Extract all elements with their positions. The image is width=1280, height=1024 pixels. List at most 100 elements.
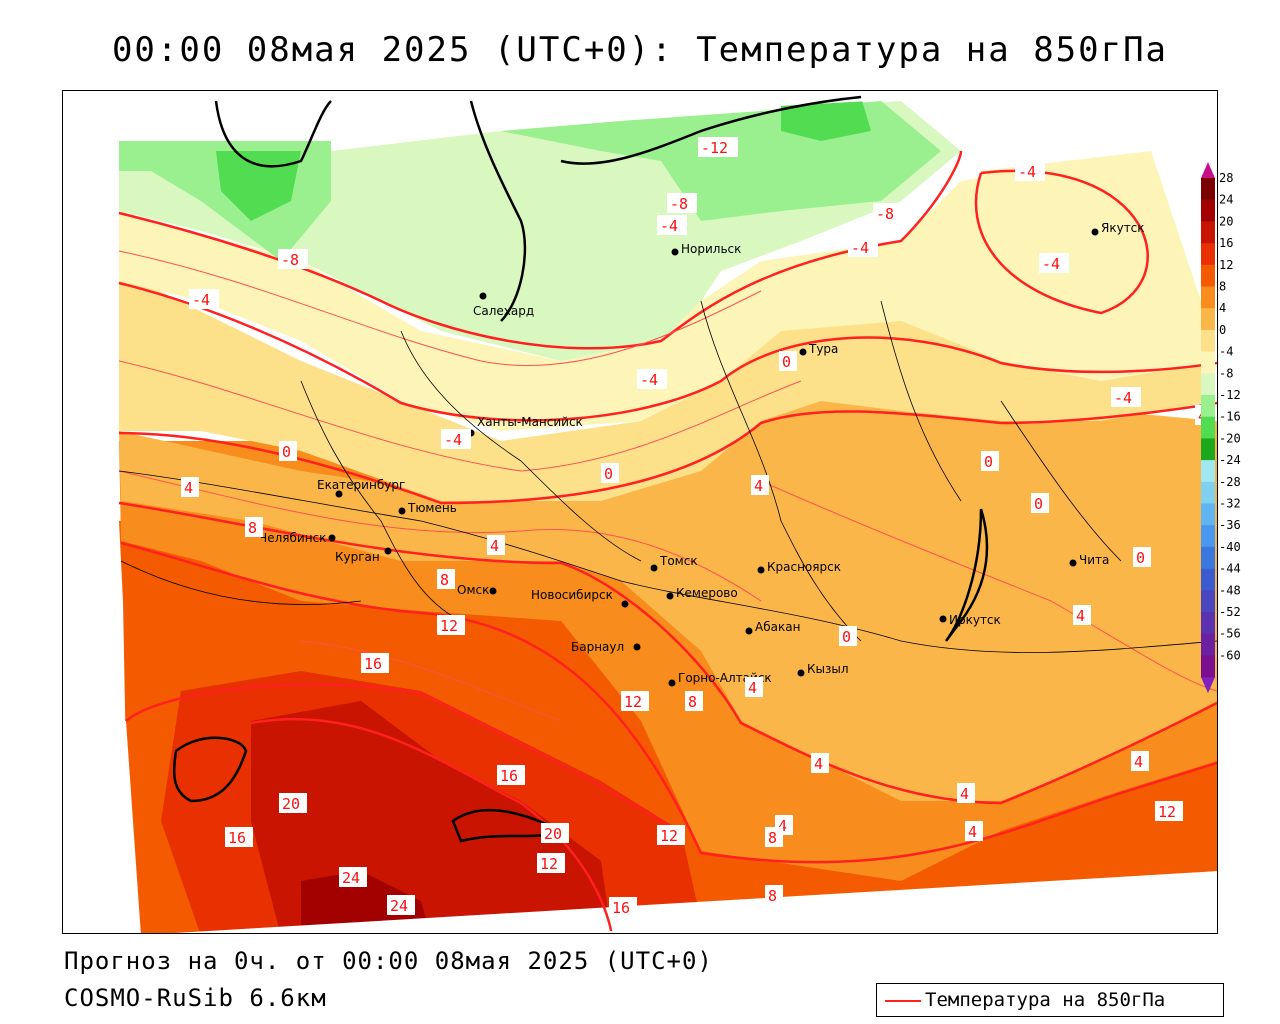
svg-text:12: 12 (540, 855, 558, 873)
isotherm-12 (125, 683, 682, 835)
svg-text:-4: -4 (1114, 389, 1132, 407)
svg-text:-8: -8 (670, 195, 688, 213)
scale-tick-label: 16 (1219, 236, 1233, 250)
band-minus16-west (216, 151, 301, 221)
iso-label: 0 (601, 463, 619, 483)
scale-swatch (1201, 373, 1215, 396)
svg-text:-4: -4 (660, 217, 678, 235)
svg-text:0: 0 (1136, 549, 1145, 567)
iso-label: -4 (189, 289, 219, 309)
svg-text:4: 4 (754, 477, 763, 495)
svg-text:0: 0 (842, 628, 851, 646)
iso-label: -4 (1015, 161, 1045, 181)
isotherm-labels: -12 -8 -8 -8 -4 -4 -4 -4 -4 -4 -4 -4 0 0… (181, 137, 1213, 917)
iso-label: 24 (387, 895, 415, 915)
iso-label: 8 (765, 885, 783, 905)
svg-text:Тура: Тура (808, 342, 838, 356)
svg-text:Тюмень: Тюмень (407, 501, 457, 515)
scale-swatch (1201, 481, 1215, 504)
scale-tick-label: -24 (1219, 453, 1241, 467)
city-kurgan: Курган (335, 547, 392, 564)
svg-text:Челябинск: Челябинск (259, 531, 326, 545)
city-tura: Тура (799, 342, 838, 356)
city-kemerovo: Кемерово (666, 586, 738, 600)
iso-label: 8 (765, 827, 783, 847)
coastline-taimyr (560, 95, 862, 165)
scale-swatch (1201, 612, 1215, 635)
scale-swatch (1201, 590, 1215, 613)
svg-text:-8: -8 (281, 251, 299, 269)
svg-text:-4: -4 (1042, 255, 1060, 273)
city-yekaterinburg: Екатеринбург (317, 478, 405, 498)
scale-tick-label: -32 (1219, 497, 1241, 511)
iso-label: 16 (361, 653, 389, 673)
isotherm-yakutsk (974, 169, 1149, 315)
scale-swatch (1201, 503, 1215, 526)
scale-swatch (1201, 308, 1215, 331)
band-minus4 (119, 151, 1217, 431)
svg-text:4: 4 (184, 479, 193, 497)
scale-swatch (1201, 178, 1215, 201)
forecast-caption: Прогноз на 0ч. от 00:00 08мая 2025 (UTC+… (64, 947, 713, 975)
temperature-map[interactable]: Якутск Норильск Салехард Тура Ханты-Манс… (62, 90, 1218, 934)
scale-swatch (1201, 264, 1215, 287)
iso-label: -4 (1111, 387, 1141, 407)
aral-sea (172, 736, 248, 803)
iso-label: -8 (278, 249, 308, 269)
svg-text:Курган: Курган (335, 550, 380, 564)
svg-text:Салехард: Салехард (473, 304, 534, 318)
scale-swatch (1201, 243, 1215, 266)
band-minus16 (781, 97, 871, 141)
color-scale-bar: 28 24 20 16 12 8 4 0 -4 -8 -12 -16 -20 -24 -28 -32 -36 -4… (1201, 162, 1241, 694)
svg-text:16: 16 (228, 829, 246, 847)
iso-label: 0 (279, 441, 297, 461)
svg-text:4: 4 (748, 679, 757, 697)
svg-text:-4: -4 (444, 431, 462, 449)
city-tyumen: Тюмень (398, 501, 457, 515)
outside-domain-ne (1151, 91, 1217, 417)
svg-text:8: 8 (688, 693, 697, 711)
iso-label: -12 (698, 137, 738, 157)
svg-text:12: 12 (660, 827, 678, 845)
scale-arrow-bottom (1201, 677, 1215, 694)
iso-label: 0 (839, 626, 857, 646)
scale-tick-label: 28 (1219, 171, 1233, 185)
scale-tick-label: -8 (1219, 366, 1233, 380)
svg-text:16: 16 (612, 899, 630, 917)
svg-text:12: 12 (440, 617, 458, 635)
iso-label: 8 (685, 691, 703, 711)
svg-text:Ханты-Мансийск: Ханты-Мансийск (477, 415, 583, 429)
coastline-yamal (469, 100, 527, 322)
iso-label: 4 (811, 753, 829, 773)
svg-text:8: 8 (768, 887, 777, 905)
svg-text:Иркутск: Иркутск (949, 613, 1001, 627)
svg-text:Норильск: Норильск (681, 242, 741, 256)
iso-label: -4 (637, 369, 667, 389)
svg-text:4: 4 (1076, 607, 1085, 625)
iso-label: 4 (1073, 605, 1091, 625)
scale-swatch (1201, 438, 1215, 461)
city-chelyabinsk: Челябинск (259, 531, 336, 545)
iso-label: -4 (657, 215, 687, 235)
scale-swatch (1201, 221, 1215, 244)
svg-text:20: 20 (544, 825, 562, 843)
scale-swatch (1201, 525, 1215, 548)
map-canvas: Якутск Норильск Салехард Тура Ханты-Манс… (63, 91, 1217, 933)
svg-text:12: 12 (1158, 803, 1176, 821)
isotherm-0 (118, 401, 1217, 505)
svg-text:8: 8 (440, 571, 449, 589)
scale-swatch (1201, 286, 1215, 309)
svg-text:Барнаул: Барнаул (571, 640, 624, 654)
iso-label: 16 (497, 765, 525, 785)
svg-text:-4: -4 (851, 239, 869, 257)
band-24 (301, 871, 431, 933)
iso-label: 4 (965, 821, 983, 841)
scale-swatch (1201, 546, 1215, 570)
svg-text:-12: -12 (701, 139, 728, 157)
scale-tick-label: 20 (1219, 214, 1233, 228)
scale-swatch (1201, 633, 1215, 656)
svg-text:16: 16 (364, 655, 382, 673)
legend: Температура на 850гПа (876, 983, 1224, 1017)
admin-boundaries (118, 300, 1217, 653)
iso-label: 4 (487, 535, 505, 555)
